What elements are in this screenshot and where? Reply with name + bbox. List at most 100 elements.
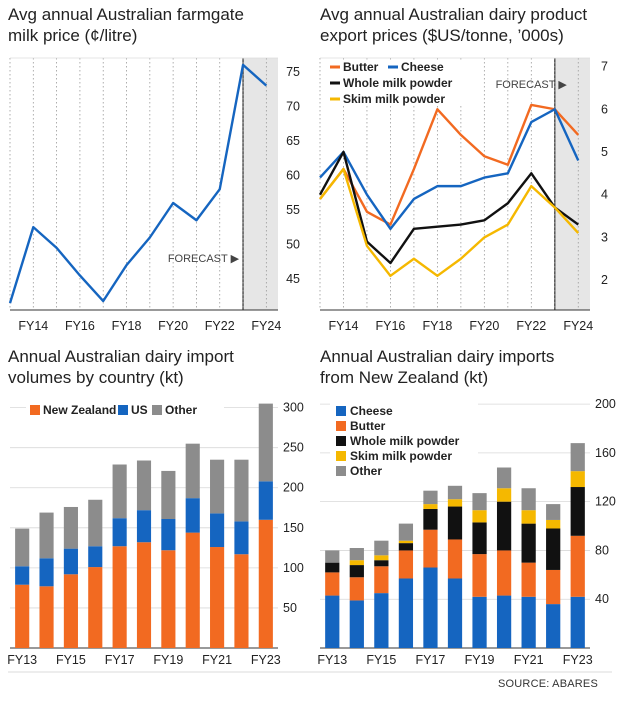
chart2-y-tick-label: 4	[601, 188, 608, 202]
chart3-bar-segment	[185, 443, 200, 499]
chart3-bar-segment	[39, 558, 54, 587]
chart2-legend-label: Skim milk powder	[343, 92, 445, 106]
chart1-title: Avg annual Australian farmgate milk pric…	[8, 4, 244, 46]
source-note: SOURCE: ABARES	[498, 678, 598, 690]
chart4-bar-segment	[447, 578, 463, 648]
chart3-bar-segment	[112, 546, 127, 648]
chart4-bar-segment	[398, 523, 414, 541]
chart1-y-tick-label: 60	[286, 168, 300, 182]
chart4-bar-segment	[521, 523, 536, 563]
chart3-x-tick-label: FY23	[251, 653, 281, 667]
chart4-bar-segment	[570, 487, 585, 536]
chart3-bar-segment	[136, 542, 152, 648]
chart3-bar-segment	[15, 584, 30, 648]
chart3-bar-segment	[63, 574, 78, 648]
chart2-y-tick-label: 6	[601, 102, 608, 116]
chart1-title-line1: Avg annual Australian farmgate	[8, 5, 244, 24]
chart2-forecast-label: FORECAST ▶	[496, 79, 568, 91]
chart4-legend-swatch	[336, 406, 346, 416]
chart3-bar-segment	[112, 464, 127, 519]
chart4-bar-segment	[374, 555, 389, 561]
chart3-y-tick-label: 250	[283, 441, 304, 455]
chart4-bar-segment	[325, 562, 340, 573]
chart4-x-tick-label: FY13	[317, 653, 347, 667]
chart3-bar-segment	[210, 459, 225, 514]
chart1-title-line2: milk price (¢/litre)	[8, 26, 138, 45]
chart4-bar-segment	[374, 560, 389, 567]
chart3-bar-segment	[258, 519, 273, 648]
chart4-y-tick-label: 120	[595, 495, 616, 509]
chart4-bar-segment	[546, 604, 561, 648]
chart2-legend-label: Whole milk powder	[343, 76, 453, 90]
chart4-x-tick-label: FY17	[416, 653, 446, 667]
chart3-bar-segment	[88, 546, 103, 568]
chart1-y-tick-label: 75	[286, 65, 300, 79]
chart3-bar-segment	[88, 499, 103, 547]
chart4-legend-label: Butter	[350, 419, 386, 433]
chart4-legend-label: Whole milk powder	[350, 434, 460, 448]
chart4-legend-swatch	[336, 451, 346, 461]
chart4-title-line1: Annual Australian dairy imports	[320, 347, 555, 366]
chart3-bar-segment	[234, 521, 249, 555]
chart4-x-tick-label: FY23	[563, 653, 593, 667]
chart2-legend-label: Cheese	[401, 60, 444, 74]
chart4-x-tick-label: FY21	[514, 653, 544, 667]
chart4-title: Annual Australian dairy imports from New…	[320, 346, 554, 388]
chart3-bar-segment	[39, 586, 54, 648]
chart4-bar-segment	[472, 522, 487, 555]
chart4-legend-label: Other	[350, 464, 382, 478]
chart4-bar-segment	[521, 510, 536, 524]
chart4-bar-segment	[423, 529, 438, 568]
chart3-bar-segment	[15, 528, 30, 567]
chart4-legend-label: Cheese	[350, 404, 393, 418]
chart3-y-tick-label: 200	[283, 481, 304, 495]
chart1-y-tick-label: 50	[286, 237, 300, 251]
chart4-bar-segment	[472, 510, 487, 523]
chart4-bar-segment	[398, 540, 414, 544]
chart3-bar-segment	[185, 532, 200, 648]
chart3-legend-label: US	[131, 403, 148, 417]
chart4-bar-segment	[349, 560, 364, 566]
chart1-y-tick-label: 45	[286, 272, 300, 286]
chart3-title: Annual Australian dairy import volumes b…	[8, 346, 234, 388]
chart4-bar-segment	[398, 578, 414, 648]
chart2-title: Avg annual Australian dairy product expo…	[320, 4, 587, 46]
chart4-bar-segment	[496, 550, 512, 596]
chart3-bar-segment	[210, 513, 225, 548]
chart3-bar-segment	[258, 481, 273, 520]
chart2-x-tick-label: FY22	[516, 319, 546, 333]
chart4-bar-segment	[472, 554, 487, 597]
chart4-legend-swatch	[336, 421, 346, 431]
chart4-bar-segment	[423, 567, 438, 648]
chart2-x-tick-label: FY20	[469, 319, 499, 333]
chart2-x-tick-label: FY24	[563, 319, 593, 333]
chart3-bar-segment	[161, 550, 176, 648]
chart4-bar-segment	[546, 519, 561, 529]
chart4-bar-segment	[521, 488, 536, 511]
chart3-legend-swatch	[118, 405, 128, 415]
chart3-legend-label: Other	[165, 403, 197, 417]
chart4-y-tick-label: 80	[595, 543, 609, 557]
chart3-bar-segment	[88, 567, 103, 648]
chart4-legend-swatch	[336, 466, 346, 476]
chart2-series-line-4	[319, 167, 580, 278]
chart4-bar-segment	[447, 506, 463, 540]
chart4-bar-segment	[570, 471, 585, 488]
chart3-bar-segment	[185, 498, 200, 533]
chart3-x-tick-label: FY17	[105, 653, 135, 667]
chart3-y-tick-label: 50	[283, 601, 297, 615]
chart1-series-line-1	[8, 63, 268, 304]
chart3-bar-segment	[15, 566, 30, 585]
chart4-bar-segment	[570, 596, 585, 648]
chart4-bar-segment	[349, 577, 364, 601]
chart4-bar-segment	[472, 596, 487, 648]
chart1-x-tick-label: FY20	[158, 319, 188, 333]
chart2-legend-label: Butter	[343, 60, 379, 74]
chart3-title-line2: volumes by country (kt)	[8, 368, 184, 387]
chart4-bar-segment	[570, 443, 585, 472]
chart4-bar-segment	[349, 600, 364, 648]
chart3-bar-segment	[258, 403, 273, 482]
chart4-bar-segment	[496, 501, 512, 551]
chart1-x-tick-label: FY22	[205, 319, 235, 333]
